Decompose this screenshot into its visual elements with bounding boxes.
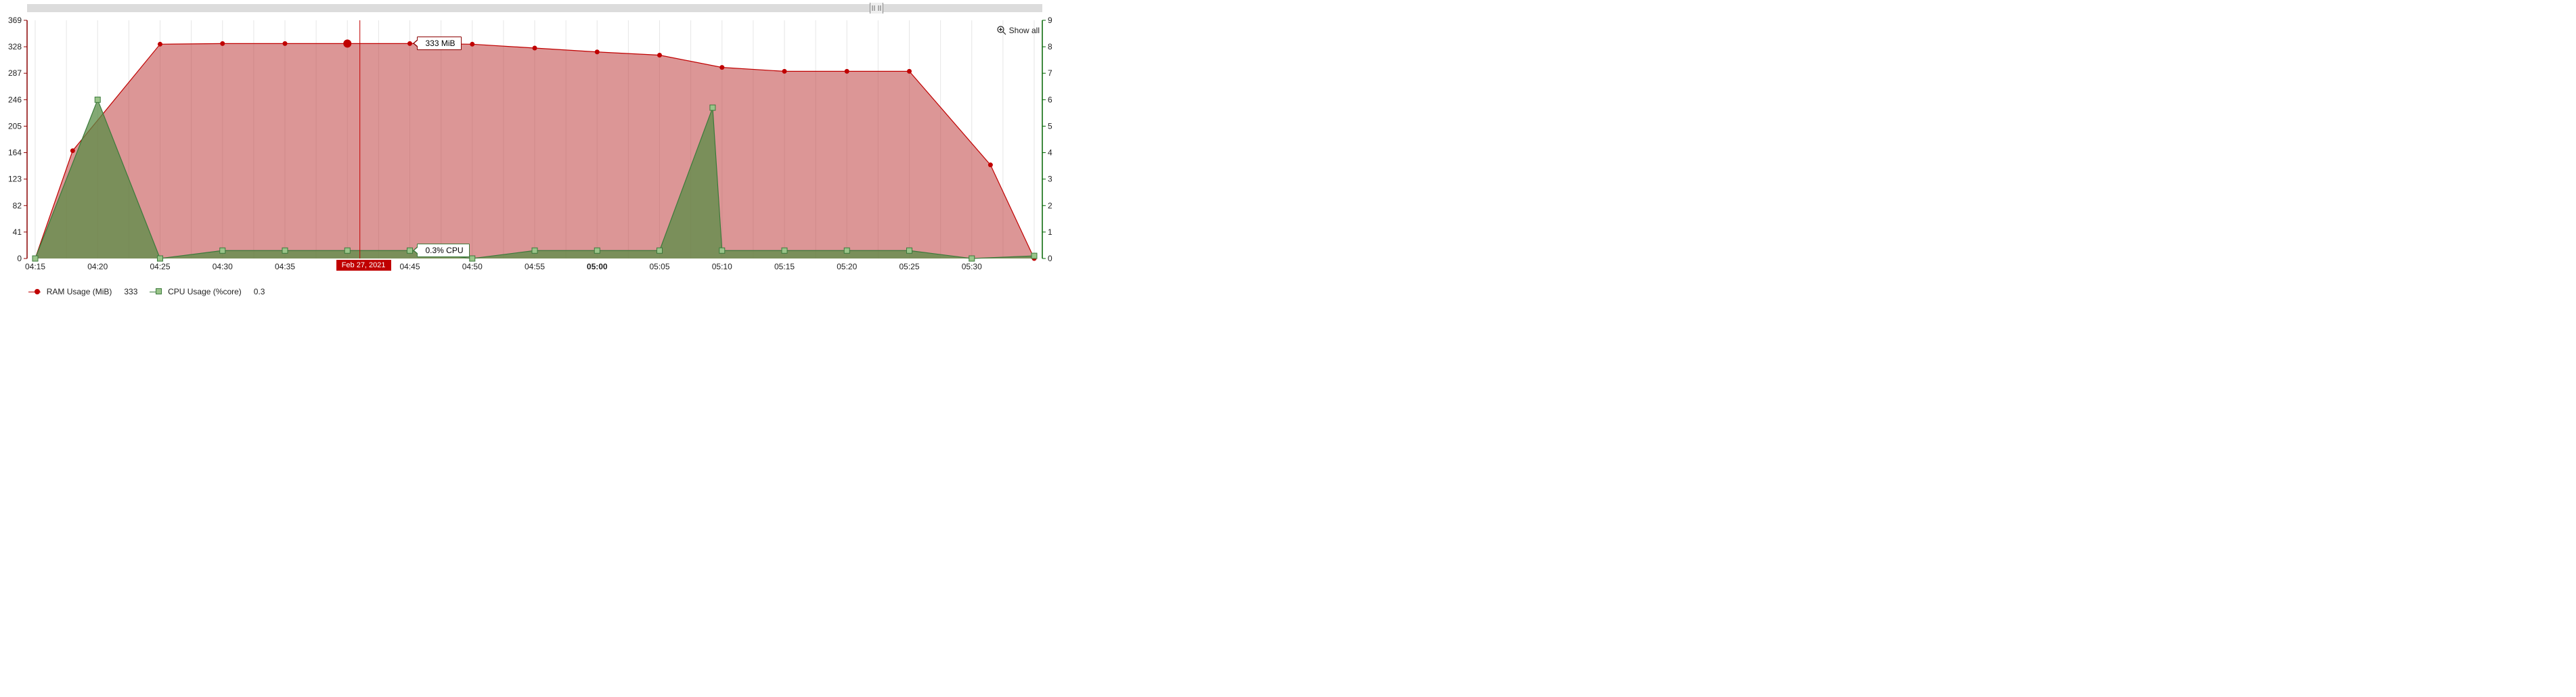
svg-text:369: 369 <box>8 16 22 25</box>
svg-text:328: 328 <box>8 42 22 51</box>
svg-text:04:35: 04:35 <box>275 262 295 271</box>
ram-tooltip: 333 MiB <box>417 37 462 50</box>
svg-text:04:20: 04:20 <box>87 262 108 271</box>
show-all-label: Show all <box>1009 26 1040 35</box>
svg-text:05:00: 05:00 <box>587 262 608 271</box>
svg-text:04:50: 04:50 <box>462 262 483 271</box>
svg-text:04:30: 04:30 <box>213 262 233 271</box>
svg-text:123: 123 <box>8 175 22 184</box>
svg-text:05:30: 05:30 <box>962 262 982 271</box>
svg-text:05:15: 05:15 <box>774 262 795 271</box>
svg-text:04:15: 04:15 <box>25 262 45 271</box>
crosshair-date-flag: Feb 27, 2021 <box>336 260 391 271</box>
svg-text:2: 2 <box>1048 201 1052 210</box>
svg-text:41: 41 <box>13 227 22 237</box>
svg-text:82: 82 <box>13 201 22 210</box>
svg-text:5: 5 <box>1048 121 1052 131</box>
chart-legend: RAM Usage (MiB) 333 CPU Usage (%core) 0.… <box>0 283 2576 299</box>
svg-text:8: 8 <box>1048 42 1052 51</box>
chart-scrollbar-track[interactable] <box>27 4 1042 12</box>
svg-text:1: 1 <box>1048 227 1052 237</box>
svg-text:287: 287 <box>8 68 22 78</box>
svg-text:05:20: 05:20 <box>837 262 857 271</box>
svg-text:05:10: 05:10 <box>712 262 732 271</box>
svg-text:0: 0 <box>1048 254 1052 263</box>
magnify-plus-icon <box>997 26 1006 35</box>
chart-scrollbar-handle[interactable] <box>870 3 883 14</box>
svg-text:04:55: 04:55 <box>525 262 545 271</box>
legend-ram-value: 333 <box>124 287 137 296</box>
svg-text:05:05: 05:05 <box>649 262 669 271</box>
svg-text:205: 205 <box>8 121 22 131</box>
svg-text:05:25: 05:25 <box>899 262 919 271</box>
svg-text:164: 164 <box>8 148 22 158</box>
svg-text:4: 4 <box>1048 148 1052 158</box>
svg-text:0: 0 <box>17 254 22 263</box>
legend-cpu-item[interactable]: CPU Usage (%core) <box>150 287 241 296</box>
svg-text:9: 9 <box>1048 16 1052 25</box>
show-all-button[interactable]: Show all <box>997 26 1040 35</box>
legend-ram-item[interactable]: RAM Usage (MiB) <box>28 287 112 296</box>
usage-chart[interactable]: 04182123164205246287328369012345678904:1… <box>0 0 1056 283</box>
svg-text:7: 7 <box>1048 68 1052 78</box>
svg-text:04:25: 04:25 <box>150 262 170 271</box>
svg-text:04:45: 04:45 <box>399 262 420 271</box>
svg-text:6: 6 <box>1048 95 1052 104</box>
svg-text:3: 3 <box>1048 175 1052 184</box>
cpu-tooltip: 0.3% CPU <box>417 244 470 257</box>
legend-cpu-value: 0.3 <box>254 287 265 296</box>
svg-text:246: 246 <box>8 95 22 104</box>
